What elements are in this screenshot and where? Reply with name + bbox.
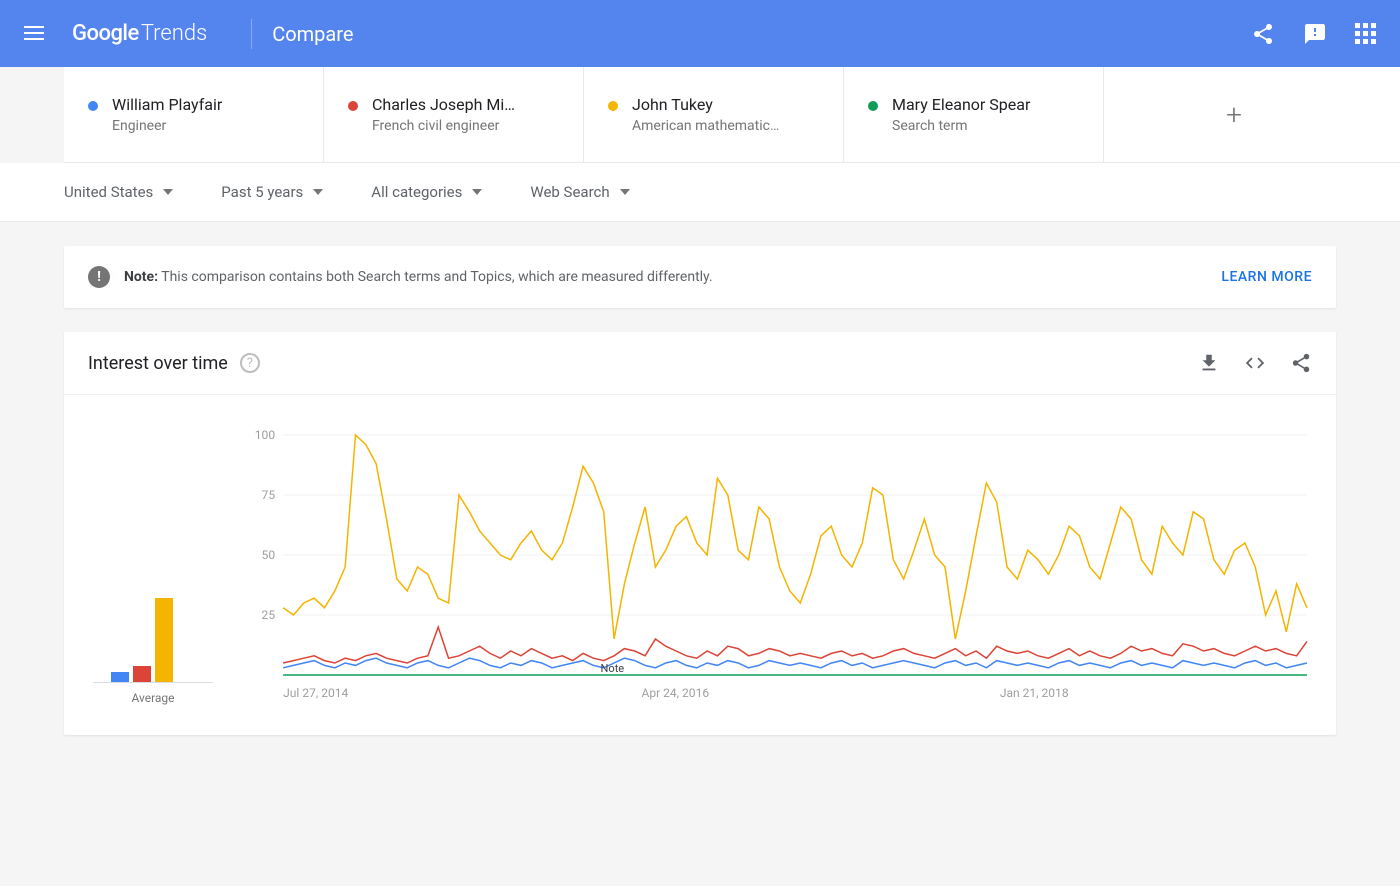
compare-term-2[interactable]: John Tukey American mathematic… <box>584 67 844 162</box>
svg-text:25: 25 <box>262 608 276 622</box>
feedback-icon[interactable] <box>1303 22 1327 46</box>
filter-label: United States <box>64 183 153 201</box>
filter-0[interactable]: United States <box>64 183 173 201</box>
term-dot <box>868 101 878 111</box>
compare-term-3[interactable]: Mary Eleanor Spear Search term <box>844 67 1104 162</box>
term-sub: American mathematic… <box>632 118 819 134</box>
svg-text:Apr 24, 2016: Apr 24, 2016 <box>641 686 709 700</box>
filters-bar: United States Past 5 years All categories W… <box>0 163 1400 222</box>
compare-terms-bar: William Playfair Engineer Charles Joseph… <box>64 67 1400 163</box>
logo-google: Google <box>72 21 139 46</box>
svg-text:Note: Note <box>601 662 625 675</box>
avg-bar <box>111 672 129 682</box>
share-icon[interactable] <box>1251 22 1275 46</box>
filter-2[interactable]: All categories <box>371 183 482 201</box>
help-icon[interactable]: ? <box>240 353 260 373</box>
plus-icon: + <box>1226 98 1242 131</box>
term-sub: Search term <box>892 118 1079 134</box>
download-icon[interactable] <box>1198 352 1220 374</box>
average-label: Average <box>131 691 174 705</box>
term-dot <box>348 101 358 111</box>
chart-area: 25 50 75 100 Jul 27, 2014 Apr 24, 2016 Jan 21,… <box>248 425 1312 705</box>
info-icon: ! <box>88 266 110 288</box>
average-section: Average <box>88 425 218 705</box>
logo[interactable]: Google Trends <box>72 21 207 46</box>
share-chart-icon[interactable] <box>1290 352 1312 374</box>
chevron-down-icon <box>620 189 630 195</box>
filter-1[interactable]: Past 5 years <box>221 183 323 201</box>
chart-card: Interest over time ? Average 25 50 75 100 Ju… <box>64 332 1336 735</box>
chart-body: Average 25 50 75 100 Jul 27, 2014 Apr 24, 201… <box>64 395 1336 735</box>
svg-text:75: 75 <box>262 488 276 502</box>
apps-icon[interactable] <box>1355 23 1376 44</box>
filter-label: Web Search <box>530 183 609 201</box>
compare-term-1[interactable]: Charles Joseph Mi… French civil engineer <box>324 67 584 162</box>
term-label: John Tukey <box>632 95 819 114</box>
chart-title: Interest over time <box>88 353 228 374</box>
term-label: William Playfair <box>112 95 299 114</box>
header-divider <box>251 19 252 49</box>
embed-icon[interactable] <box>1244 352 1266 374</box>
learn-more-link[interactable]: LEARN MORE <box>1221 269 1312 285</box>
menu-icon[interactable] <box>24 22 48 46</box>
term-dot <box>608 101 618 111</box>
term-label: Charles Joseph Mi… <box>372 95 559 114</box>
chart-header: Interest over time ? <box>64 332 1336 395</box>
add-term-button[interactable]: + <box>1104 67 1364 162</box>
note-card: ! Note: This comparison contains both Se… <box>64 246 1336 308</box>
filter-label: Past 5 years <box>221 183 303 201</box>
average-bars <box>111 542 195 682</box>
logo-trends: Trends <box>141 21 207 46</box>
term-sub: French civil engineer <box>372 118 559 134</box>
chevron-down-icon <box>313 189 323 195</box>
app-header: Google Trends Compare <box>0 0 1400 67</box>
svg-text:Jan 21, 2018: Jan 21, 2018 <box>1000 686 1069 700</box>
chevron-down-icon <box>472 189 482 195</box>
filter-label: All categories <box>371 183 462 201</box>
term-sub: Engineer <box>112 118 299 134</box>
page-title: Compare <box>272 22 1251 46</box>
avg-bar <box>133 666 151 682</box>
svg-text:100: 100 <box>255 428 276 442</box>
svg-text:Jul 27, 2014: Jul 27, 2014 <box>283 686 348 700</box>
note-text: Note: This comparison contains both Sear… <box>124 269 1207 285</box>
compare-term-0[interactable]: William Playfair Engineer <box>64 67 324 162</box>
filter-3[interactable]: Web Search <box>530 183 629 201</box>
term-dot <box>88 101 98 111</box>
avg-bar <box>155 598 173 682</box>
chevron-down-icon <box>163 189 173 195</box>
svg-text:50: 50 <box>262 548 276 562</box>
header-actions <box>1251 22 1376 46</box>
term-label: Mary Eleanor Spear <box>892 95 1079 114</box>
